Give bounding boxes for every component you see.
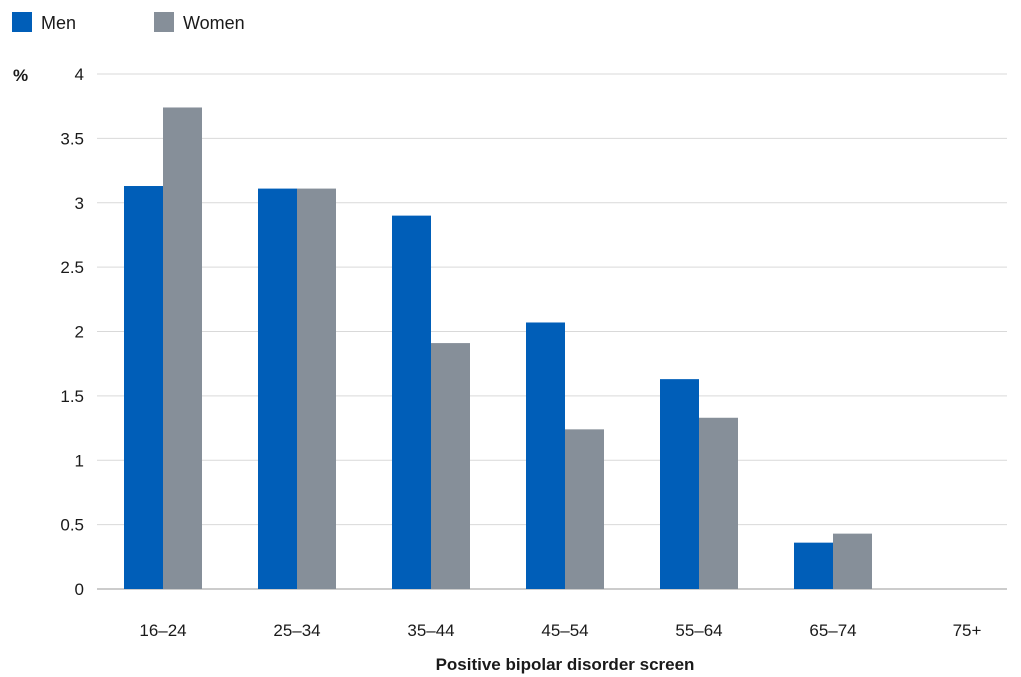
bar-men-0 — [124, 186, 163, 589]
bar-women-1 — [297, 188, 336, 589]
x-tick-label: 45–54 — [541, 621, 588, 640]
y-tick-label: 1.5 — [60, 387, 84, 406]
bar-men-2 — [392, 215, 431, 589]
x-tick-label: 16–24 — [139, 621, 186, 640]
x-tick-label: 25–34 — [273, 621, 320, 640]
legend-swatch-women — [154, 12, 174, 32]
bar-women-2 — [431, 343, 470, 589]
bar-women-0 — [163, 107, 202, 589]
legend-swatch-men — [12, 12, 32, 32]
x-axis-ticks: 16–24 25–34 35–44 45–54 55–64 65–74 75+ — [139, 621, 981, 640]
x-tick-label: 55–64 — [675, 621, 722, 640]
y-tick-label: 1 — [75, 451, 84, 470]
y-tick-label: 3 — [75, 194, 84, 213]
y-tick-label: 0.5 — [60, 516, 84, 535]
y-axis-unit-label: % — [13, 66, 28, 85]
x-tick-label: 35–44 — [407, 621, 454, 640]
bar-men-3 — [526, 322, 565, 589]
bar-women-4 — [699, 417, 738, 589]
bar-men-4 — [660, 379, 699, 589]
bars — [124, 107, 872, 589]
y-tick-label: 2 — [75, 323, 84, 342]
y-axis-ticks: 0 0.5 1 1.5 2 2.5 3 3.5 4 — [60, 65, 84, 599]
bar-women-3 — [565, 429, 604, 589]
y-tick-label: 0 — [75, 580, 84, 599]
legend-label-men: Men — [41, 13, 76, 33]
y-tick-label: 2.5 — [60, 258, 84, 277]
x-tick-label: 75+ — [953, 621, 982, 640]
legend: Men Women — [12, 12, 245, 33]
y-tick-label: 4 — [75, 65, 84, 84]
bar-women-5 — [833, 533, 872, 589]
legend-label-women: Women — [183, 13, 245, 33]
bar-men-1 — [258, 188, 297, 589]
x-axis-title: Positive bipolar disorder screen — [436, 655, 695, 674]
x-tick-label: 65–74 — [809, 621, 856, 640]
y-tick-label: 3.5 — [60, 129, 84, 148]
bar-men-5 — [794, 542, 833, 589]
